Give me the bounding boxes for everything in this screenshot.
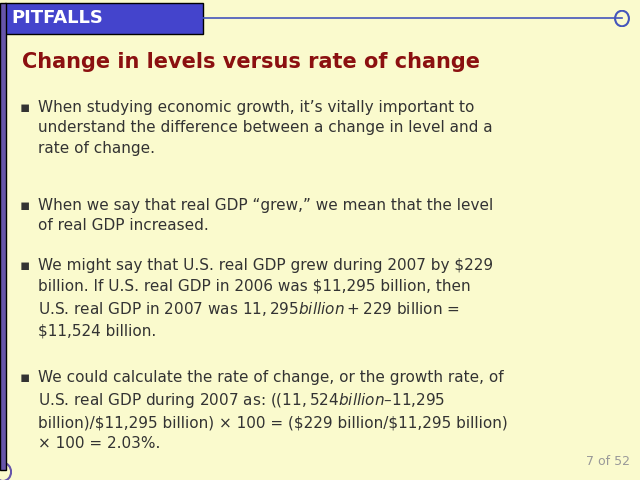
Text: 7 of 52: 7 of 52 — [586, 455, 630, 468]
Text: We might say that U.S. real GDP grew during 2007 by $229
billion. If U.S. real G: We might say that U.S. real GDP grew dur… — [38, 258, 493, 338]
Text: ▪: ▪ — [20, 258, 30, 273]
Text: We could calculate the rate of change, or the growth rate, of
U.S. real GDP duri: We could calculate the rate of change, o… — [38, 370, 508, 451]
Text: PITFALLS: PITFALLS — [12, 10, 103, 27]
Circle shape — [615, 11, 629, 26]
Text: ▪: ▪ — [20, 100, 30, 115]
Text: When studying economic growth, it’s vitally important to
understand the differen: When studying economic growth, it’s vita… — [38, 100, 493, 156]
Circle shape — [0, 463, 11, 480]
Text: Change in levels versus rate of change: Change in levels versus rate of change — [22, 52, 480, 72]
Text: ▪: ▪ — [20, 198, 30, 213]
Text: ▪: ▪ — [20, 370, 30, 385]
Text: When we say that real GDP “grew,” we mean that the level
of real GDP increased.: When we say that real GDP “grew,” we mea… — [38, 198, 493, 233]
